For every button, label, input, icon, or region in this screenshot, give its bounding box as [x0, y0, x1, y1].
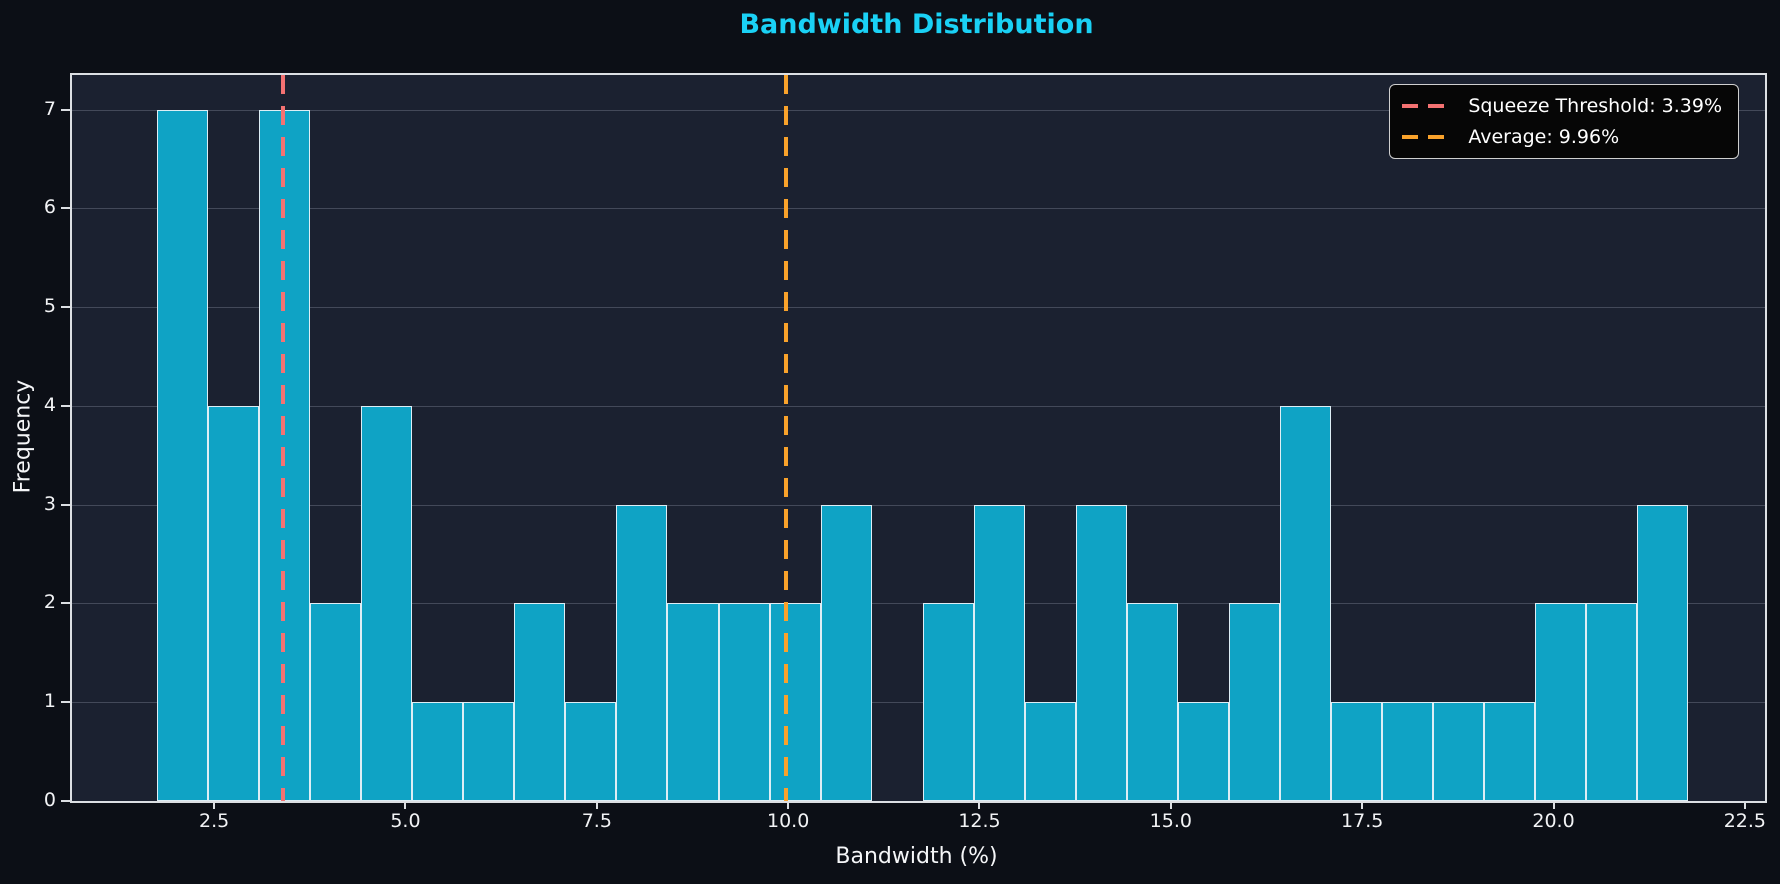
legend-label: Squeeze Threshold: 3.39%	[1468, 95, 1722, 117]
plot-area	[70, 73, 1767, 803]
x-tick-mark	[1361, 801, 1364, 809]
histogram-bar	[156, 109, 208, 801]
y-tick-mark	[61, 306, 70, 309]
histogram-bar	[769, 603, 821, 801]
x-tick-mark	[978, 801, 981, 809]
histogram-bar	[1075, 504, 1127, 801]
legend: Squeeze Threshold: 3.39% Average: 9.96%	[1389, 84, 1739, 159]
x-tick-mark	[1169, 801, 1172, 809]
histogram-bar	[1484, 702, 1536, 801]
y-tick-label: 5	[43, 295, 56, 318]
x-tick-mark	[787, 801, 790, 809]
histogram-bar	[463, 702, 515, 801]
x-tick-label: 10.0	[766, 810, 810, 832]
x-tick-label: 5.0	[390, 810, 421, 832]
histogram-bar	[1331, 702, 1383, 801]
x-tick-label: 22.5	[1723, 810, 1767, 832]
histogram-bar	[1586, 603, 1638, 801]
y-tick-mark	[61, 701, 70, 704]
histogram-bar	[1229, 603, 1281, 801]
histogram-bar	[973, 504, 1025, 801]
x-tick-mark	[1743, 801, 1746, 809]
histogram-bar	[361, 405, 413, 801]
x-tick-label: 20.0	[1532, 810, 1575, 832]
squeeze-threshold-line	[281, 75, 286, 801]
y-tick-mark	[61, 108, 70, 111]
threshold-dash-icon	[1402, 104, 1455, 108]
histogram-bar	[1126, 603, 1178, 801]
histogram-bar	[616, 504, 668, 801]
average-dash-icon	[1402, 135, 1455, 139]
chart-title: Bandwidth Distribution	[739, 9, 1094, 40]
y-tick-mark	[61, 207, 70, 210]
gridline	[72, 603, 1765, 605]
y-tick-label: 6	[43, 196, 56, 219]
y-tick-label: 1	[43, 690, 56, 713]
x-tick-mark	[1552, 801, 1555, 809]
histogram-bar	[922, 603, 974, 801]
histogram-bar	[208, 405, 260, 801]
y-tick-mark	[61, 602, 70, 605]
legend-entry-average: Average: 9.96%	[1402, 126, 1722, 148]
gridline	[72, 208, 1765, 210]
y-axis-label: Frequency	[10, 379, 36, 494]
x-tick-label: 12.5	[958, 810, 1001, 832]
gridline	[72, 702, 1765, 704]
legend-label: Average: 9.96%	[1468, 126, 1620, 148]
x-axis-label: Bandwidth (%)	[835, 844, 998, 869]
histogram-bar	[1382, 702, 1434, 801]
histogram-bar	[718, 603, 770, 801]
x-tick-mark	[404, 801, 407, 809]
gridline	[72, 307, 1765, 309]
gridline	[72, 109, 1765, 111]
x-tick-label: 7.5	[581, 810, 612, 832]
gridline	[72, 504, 1765, 506]
histogram-bar	[1024, 702, 1076, 801]
histogram-bar	[514, 603, 566, 801]
histogram-bar	[1280, 405, 1332, 801]
x-tick-label: 15.0	[1149, 810, 1192, 832]
histogram-bar	[667, 603, 719, 801]
x-tick-mark	[595, 801, 598, 809]
histogram-bar	[412, 702, 464, 801]
histogram-bar	[565, 702, 617, 801]
histogram-bar	[1177, 702, 1229, 801]
histogram-bar	[1637, 504, 1689, 801]
histogram-bar	[820, 504, 872, 801]
histogram-bar	[1433, 702, 1485, 801]
x-tick-label: 2.5	[199, 810, 230, 832]
y-tick-label: 2	[43, 591, 56, 614]
y-tick-label: 3	[43, 492, 56, 515]
histogram-bar	[310, 603, 362, 801]
y-tick-label: 4	[43, 393, 56, 416]
x-tick-label: 17.5	[1341, 810, 1384, 832]
gridline	[72, 405, 1765, 407]
y-tick-mark	[61, 800, 70, 802]
histogram-bar	[1535, 603, 1587, 801]
y-tick-mark	[61, 404, 70, 407]
y-tick-label: 0	[43, 789, 56, 811]
y-tick-label: 7	[43, 97, 56, 120]
legend-entry-squeeze-threshold: Squeeze Threshold: 3.39%	[1402, 95, 1722, 117]
x-tick-mark	[213, 801, 216, 809]
y-tick-mark	[61, 503, 70, 506]
average-line	[784, 75, 789, 801]
